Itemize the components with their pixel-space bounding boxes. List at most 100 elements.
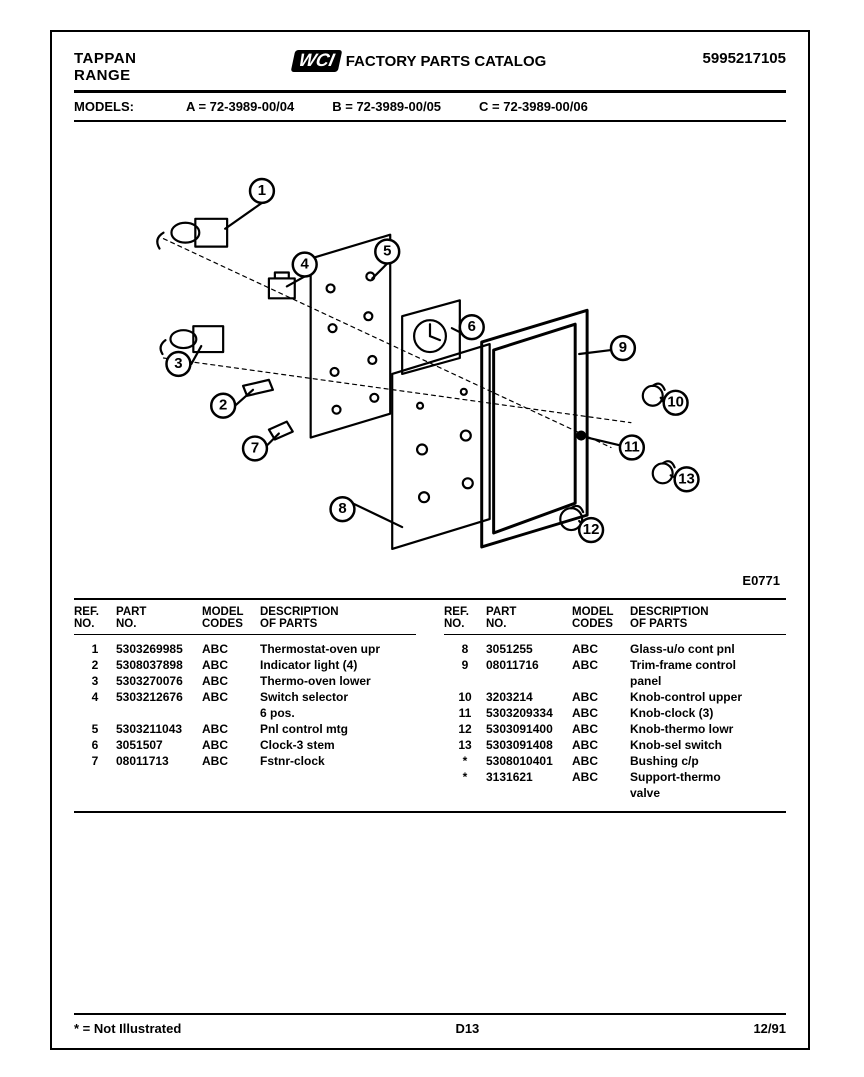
cell-desc: Knob-clock (3) [630,706,786,720]
callout-number: 12 [583,522,600,538]
cell-model [202,706,260,720]
callout-number: 1 [258,183,266,199]
brand-line1: TAPPAN [74,50,136,67]
callout-number: 7 [251,440,259,456]
cell-part: 3131621 [486,770,572,784]
footer: * = Not Illustrated D13 12/91 [74,1013,786,1036]
cell-desc: 6 pos. [260,706,416,720]
cell-desc: Clock-3 stem [260,738,416,752]
cell-ref: 8 [444,642,486,656]
cell-desc: Indicator light (4) [260,658,416,672]
cell-model: ABC [202,674,260,688]
cell-desc: valve [630,786,786,800]
cell-ref: 4 [74,690,116,704]
rule-thin [74,120,786,122]
cell-desc: Knob-control upper [630,690,786,704]
cell-ref: 1 [74,642,116,656]
col-desc: DESCRIPTIONOF PARTS [630,606,786,630]
model-c: C = 72-3989-00/06 [479,99,588,114]
cell-model: ABC [572,738,630,752]
models-row: MODELS: A = 72-3989-00/04 B = 72-3989-00… [74,99,786,114]
parts-tables: REF.NO. PARTNO. MODELCODES DESCRIPTIONOF… [74,598,786,813]
cell-part: 3051255 [486,642,572,656]
wci-logo-icon: WCI [290,50,342,72]
table-row: 25308037898ABCIndicator light (4) [74,657,416,673]
cell-model [572,674,630,688]
callout-number: 3 [174,356,182,372]
cell-desc: Knob-thermo lowr [630,722,786,736]
cell-part: 5303211043 [116,722,202,736]
table-row: 83051255ABCGlass-u/o cont pnl [444,641,786,657]
cell-model: ABC [202,690,260,704]
models-label: MODELS: [74,99,134,114]
cell-ref [74,706,116,720]
table-row: valve [444,785,786,801]
cell-part: 5303212676 [116,690,202,704]
callout-number: 10 [667,395,684,411]
cell-desc: Knob-sel switch [630,738,786,752]
cell-model: ABC [202,722,260,736]
col-ref: REF.NO. [444,606,486,630]
rule-heavy [74,90,786,93]
table-row: 708011713ABCFstnr-clock [74,753,416,769]
cell-ref: 12 [444,722,486,736]
cell-desc: Thermostat-oven upr [260,642,416,656]
col-desc: DESCRIPTIONOF PARTS [260,606,416,630]
cell-model: ABC [572,642,630,656]
cell-ref: 2 [74,658,116,672]
col-part: PARTNO. [116,606,202,630]
cell-part [116,706,202,720]
page-number: D13 [455,1021,479,1036]
cell-desc: Glass-u/o cont pnl [630,642,786,656]
table-row: 115303209334ABCKnob-clock (3) [444,705,786,721]
figure-id: E0771 [742,573,780,588]
cell-desc: Switch selector [260,690,416,704]
table-header: REF.NO. PARTNO. MODELCODES DESCRIPTIONOF… [444,606,786,635]
callout-number: 2 [219,398,227,414]
cell-desc: Support-thermo [630,770,786,784]
cell-desc: Thermo-oven lower [260,674,416,688]
parts-table-right: REF.NO. PARTNO. MODELCODES DESCRIPTIONOF… [444,606,786,801]
col-model: MODELCODES [572,606,630,630]
table-row: panel [444,673,786,689]
cell-part [486,786,572,800]
cell-ref: 5 [74,722,116,736]
catalog-title-text: FACTORY PARTS CATALOG [346,53,547,70]
cell-part: 08011716 [486,658,572,672]
brand-line2: RANGE [74,67,136,84]
cell-model: ABC [202,658,260,672]
cell-part: 5303091400 [486,722,572,736]
brand-block: TAPPAN RANGE [74,50,136,84]
table-row: *5308010401ABCBushing c/p [444,753,786,769]
cell-ref: 9 [444,658,486,672]
cell-desc: Fstnr-clock [260,754,416,768]
model-b: B = 72-3989-00/05 [332,99,441,114]
callout-number: 9 [619,340,627,356]
cell-desc: Pnl control mtg [260,722,416,736]
table-header: REF.NO. PARTNO. MODELCODES DESCRIPTIONOF… [74,606,416,635]
callout-number: 5 [383,244,391,260]
cell-part: 5308010401 [486,754,572,768]
cell-ref [444,786,486,800]
table-row: 45303212676ABCSwitch selector [74,689,416,705]
callout-number: 6 [468,319,476,335]
col-model: MODELCODES [202,606,260,630]
cell-desc: Trim-frame control [630,658,786,672]
callout-number: 13 [678,471,695,487]
table-row: *3131621ABCSupport-thermo [444,769,786,785]
cell-model: ABC [572,658,630,672]
table-row: 6 pos. [74,705,416,721]
cell-part: 5303270076 [116,674,202,688]
cell-desc: Bushing c/p [630,754,786,768]
exploded-diagram: 14563278910111312 E0771 [74,128,786,588]
col-ref: REF.NO. [74,606,116,630]
cell-ref: 6 [74,738,116,752]
cell-part [486,674,572,688]
cell-part: 08011713 [116,754,202,768]
cell-model: ABC [572,706,630,720]
cell-part: 5303209334 [486,706,572,720]
table-row: 15303269985ABCThermostat-oven upr [74,641,416,657]
cell-model: ABC [202,738,260,752]
table-row: 63051507ABCClock-3 stem [74,737,416,753]
table-row: 125303091400ABCKnob-thermo lowr [444,721,786,737]
